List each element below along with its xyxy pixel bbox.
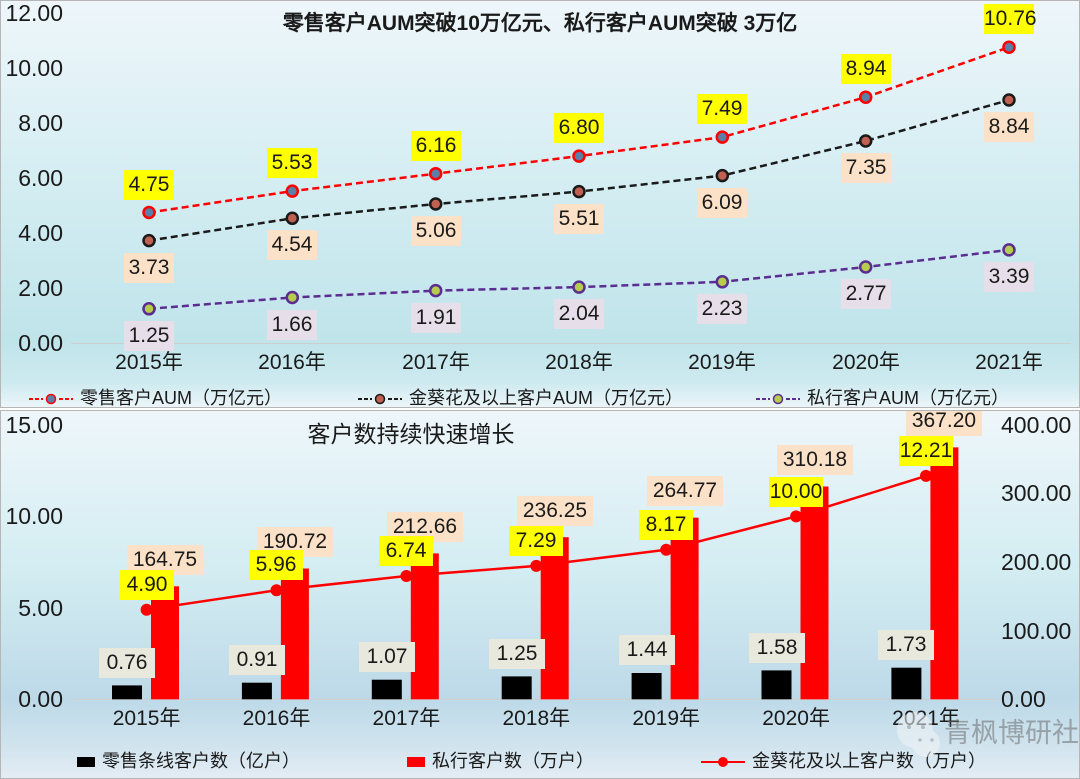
svg-text:青枫博研社: 青枫博研社 bbox=[944, 718, 1079, 748]
